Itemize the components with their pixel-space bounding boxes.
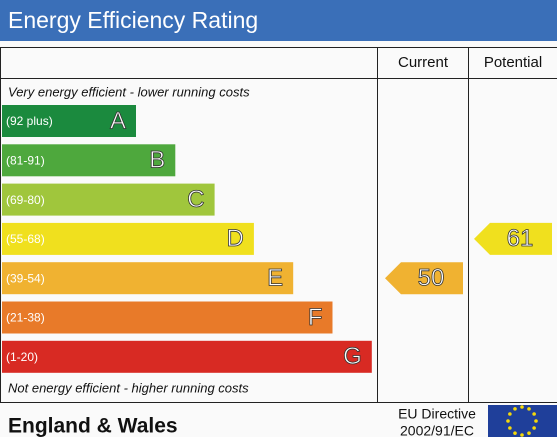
column-header: Potential [484, 54, 542, 71]
band-letter: A [110, 107, 126, 134]
band-range: (69-80) [6, 193, 45, 207]
band-range: (81-91) [6, 153, 45, 167]
band [2, 222, 254, 255]
directive-code: 2002/91/EC [400, 423, 474, 437]
star [520, 433, 524, 437]
band [2, 340, 372, 373]
star [508, 412, 512, 416]
rating-arrow [474, 222, 552, 255]
star [513, 431, 517, 435]
band-range: (92 plus) [6, 114, 53, 128]
band [2, 262, 294, 295]
star [520, 405, 524, 409]
band-range: (21-38) [6, 311, 45, 325]
column-header: Current [398, 54, 449, 71]
star [527, 407, 531, 411]
title-bar [0, 0, 557, 41]
star [527, 431, 531, 435]
band-letter: C [187, 186, 204, 213]
rating-value: 61 [507, 225, 534, 252]
band-range: (55-68) [6, 232, 45, 246]
rating-arrow [385, 262, 463, 295]
band-letter: B [149, 147, 165, 174]
band-range: (39-54) [6, 271, 45, 285]
bottom-note: Not energy efficient - higher running co… [8, 380, 249, 395]
star [506, 419, 510, 423]
star [534, 419, 538, 423]
star [513, 407, 517, 411]
directive: EU Directive [398, 406, 476, 422]
title: Energy Efficiency Rating [8, 7, 258, 33]
band [2, 183, 215, 216]
band-range: (1-20) [6, 350, 38, 364]
star [508, 426, 512, 430]
eu-stars [506, 405, 538, 437]
band-letter: F [308, 304, 323, 331]
star [532, 412, 536, 416]
star [532, 426, 536, 430]
band-letter: E [267, 265, 283, 292]
band-letter: D [227, 225, 244, 252]
band-letter: G [343, 343, 362, 370]
rating-value: 50 [418, 265, 445, 292]
region: England & Wales [8, 415, 178, 437]
top-note: Very energy efficient - lower running co… [8, 84, 250, 99]
frame [0, 47, 557, 403]
band [2, 301, 333, 334]
eu-flag [488, 405, 557, 437]
band [2, 144, 176, 177]
band [2, 105, 136, 137]
